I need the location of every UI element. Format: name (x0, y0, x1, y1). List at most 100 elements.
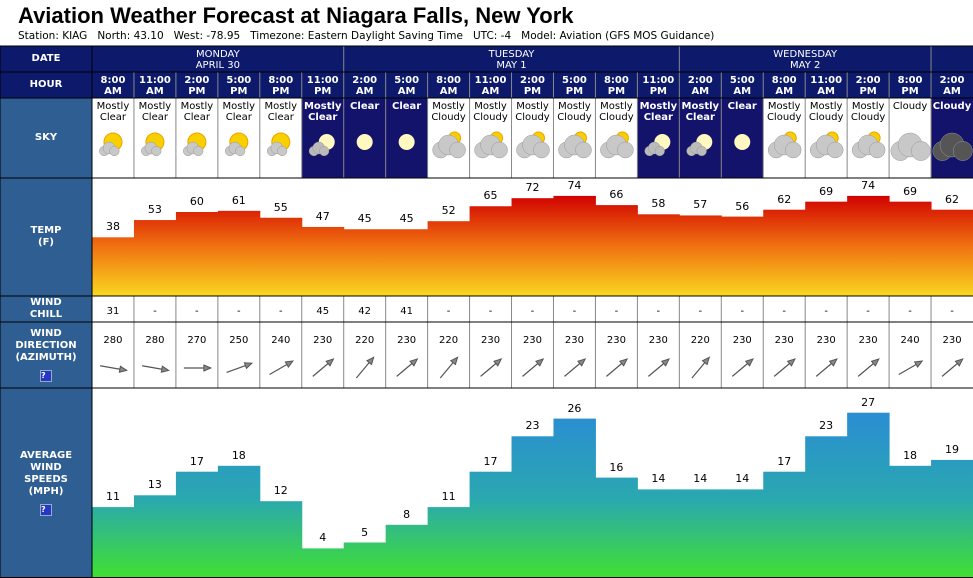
sky-text: Mostly Clear (639, 101, 678, 123)
wind-direction: 280 (103, 335, 123, 346)
hour-ampm: AM (104, 86, 122, 97)
wind-chill: - (950, 306, 954, 317)
temp-area (931, 209, 973, 296)
sky-text: Mostly Clear (222, 101, 256, 123)
sky-text: Mostly Cloudy (850, 101, 886, 123)
temp-area (301, 226, 345, 296)
wind-speed-label: 4 (319, 531, 327, 545)
temp-area (889, 201, 932, 296)
wind-chill: - (488, 306, 493, 317)
arrow-head (325, 358, 335, 367)
day-date: MAY 1 (496, 60, 527, 71)
row-label: DATE (0, 46, 92, 72)
arrow-head (493, 358, 503, 367)
arrow-head (409, 358, 419, 367)
temp-area (595, 205, 638, 296)
hour-time: 2:00 (520, 75, 545, 86)
sky-icon (644, 134, 671, 157)
cloud (696, 145, 707, 157)
cloud (784, 141, 802, 159)
wind-direction: 240 (900, 335, 920, 346)
wind-speed-area (343, 542, 387, 578)
sky-icon (266, 132, 291, 157)
sky-text: Clear (392, 101, 422, 112)
wind-arrow (269, 360, 295, 376)
temp-area (427, 221, 471, 296)
sky-text: Mostly Clear (681, 101, 720, 123)
wind-speed-label: 13 (147, 478, 162, 492)
row-label: AVERAGE WIND SPEEDS (MPH)? (0, 388, 92, 578)
wind-arrow (312, 358, 335, 377)
hour-ampm: AM (397, 86, 416, 97)
row-label-line: SKY (34, 132, 58, 143)
wind-chill: - (614, 306, 619, 317)
hour-ampm: AM (691, 86, 710, 97)
day-date: APRIL 30 (195, 60, 240, 71)
hour-time: 2:00 (352, 75, 378, 86)
temp-area (133, 220, 177, 296)
wind-arrow (941, 358, 964, 377)
day-date: MAY 2 (790, 60, 821, 71)
arrow-head (365, 356, 375, 366)
cloud (491, 141, 508, 159)
temp-label: 65 (483, 189, 498, 203)
wind-direction: 230 (858, 335, 878, 346)
wind-speed-label: 14 (693, 472, 708, 486)
help-icon: ? (40, 504, 52, 516)
cloud (449, 141, 466, 159)
wind-chill: - (866, 306, 870, 317)
wind-arrow (522, 358, 545, 377)
hour-time: 5:00 (226, 75, 252, 86)
sky-icon (600, 131, 634, 159)
hour-ampm: AM (775, 86, 794, 97)
wind-speed-label: 14 (651, 472, 666, 486)
cloud (911, 141, 931, 161)
temp-label: 58 (651, 197, 666, 211)
hour-ampm: AM (439, 86, 458, 97)
temp-label: 72 (525, 181, 540, 195)
row-label: WIND CHILL (0, 296, 92, 322)
hour-ampm: PM (230, 86, 248, 97)
wind-speed-area (553, 418, 596, 578)
wind-speed-area (595, 477, 638, 578)
hour-ampm: AM (355, 86, 374, 97)
sky-icon (398, 134, 415, 150)
temp-label: 74 (567, 178, 582, 192)
sky-text: Mostly Cloudy (515, 101, 550, 123)
hour-ampm: PM (649, 86, 667, 97)
station-field: Model: Aviation (GFS MOS Guidance) (521, 30, 715, 42)
help-icon: ? (40, 370, 52, 382)
wind-arrow (898, 360, 924, 376)
row-label-line: SPEEDS (24, 474, 68, 485)
row-label: TEMP (F) (0, 178, 92, 296)
row-label-line: WIND (30, 328, 62, 339)
wind-chill: - (698, 306, 703, 317)
cloud (575, 141, 592, 159)
row-label-line: TEMP (30, 225, 62, 236)
arrow-head (618, 358, 629, 367)
wind-speed-area (889, 465, 932, 578)
row-label-line: HOUR (29, 79, 63, 90)
temp-area (721, 216, 764, 296)
arrow-head (577, 358, 587, 367)
station-field: North: 43.10 (97, 30, 164, 42)
temp-label: 62 (945, 192, 960, 206)
row-label-line: (AZIMUTH) (15, 352, 77, 363)
wind-speed-label: 5 (361, 525, 369, 539)
row-label-line: DIRECTION (15, 340, 77, 351)
arrow-head (660, 358, 671, 367)
arrow-head (203, 364, 213, 372)
wind-direction: 250 (229, 335, 249, 346)
temp-area (763, 209, 806, 296)
hour-time: 2:00 (184, 75, 210, 86)
wind-direction: 230 (397, 335, 417, 346)
cloud (826, 141, 844, 159)
wind-chill: 41 (400, 306, 413, 317)
cloud (952, 141, 973, 161)
row-label: SKY (0, 98, 92, 178)
hour-ampm: PM (314, 86, 332, 97)
station-field: West: -78.95 (173, 30, 241, 42)
hour-time: 8:00 (603, 75, 629, 86)
temp-label: 45 (399, 212, 414, 226)
wind-speed-area (637, 489, 680, 578)
